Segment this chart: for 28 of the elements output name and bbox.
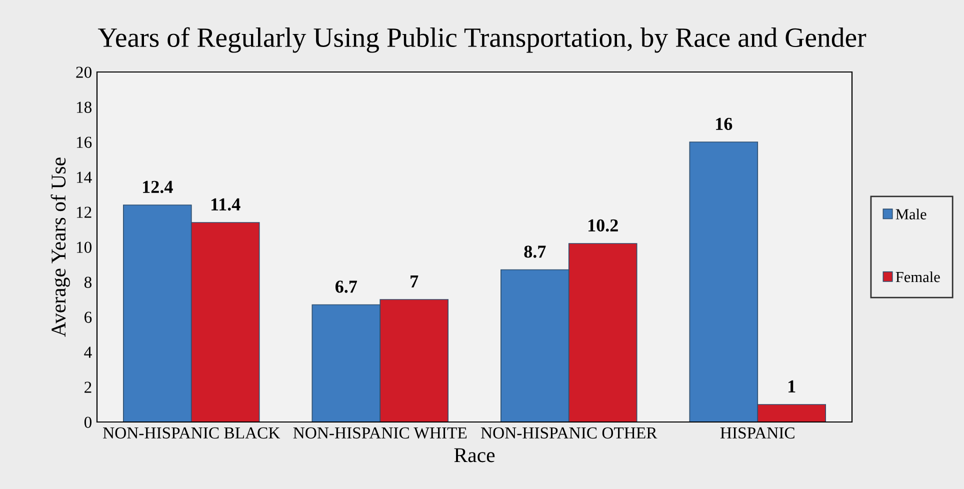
y-tick-label: 12	[76, 206, 92, 218]
y-tick-label: 20	[76, 66, 92, 78]
y-tick-label: 14	[76, 172, 92, 183]
legend-label: Male	[896, 208, 926, 220]
y-tick-label: 8	[84, 276, 92, 288]
y-tick-label: 16	[76, 136, 92, 148]
y-tick-label: 2	[84, 382, 92, 393]
y-tick-label: 18	[76, 102, 92, 113]
y-tick-label: 10	[76, 242, 92, 253]
data-label: 16	[716, 118, 732, 130]
x-tick-label: NON-HISPANIC BLACK	[103, 427, 280, 439]
y-axis-title: Average Years of Use	[50, 158, 70, 337]
data-label: 6.7	[335, 280, 357, 293]
y-tick-label: 4	[84, 346, 92, 358]
data-label: 11.4	[211, 198, 240, 211]
data-label: 1	[788, 380, 796, 392]
data-label: 8.7	[524, 246, 546, 258]
data-label: 7	[410, 276, 418, 288]
x-tick-label: NON-HISPANIC WHITE	[293, 427, 467, 439]
y-tick-label: 0	[84, 416, 92, 428]
chart-title: Years of Regularly Using Public Transportation, by Race and Gender	[98, 27, 866, 53]
x-tick-label: NON-HISPANIC OTHER	[480, 427, 658, 439]
data-label: 12.4	[143, 180, 173, 194]
x-axis-title: Race	[454, 448, 495, 462]
data-label: 10.2	[588, 219, 618, 232]
x-tick-label: HISPANIC	[720, 427, 794, 439]
legend-label: Female	[896, 271, 940, 282]
y-tick-label: 6	[84, 312, 92, 323]
